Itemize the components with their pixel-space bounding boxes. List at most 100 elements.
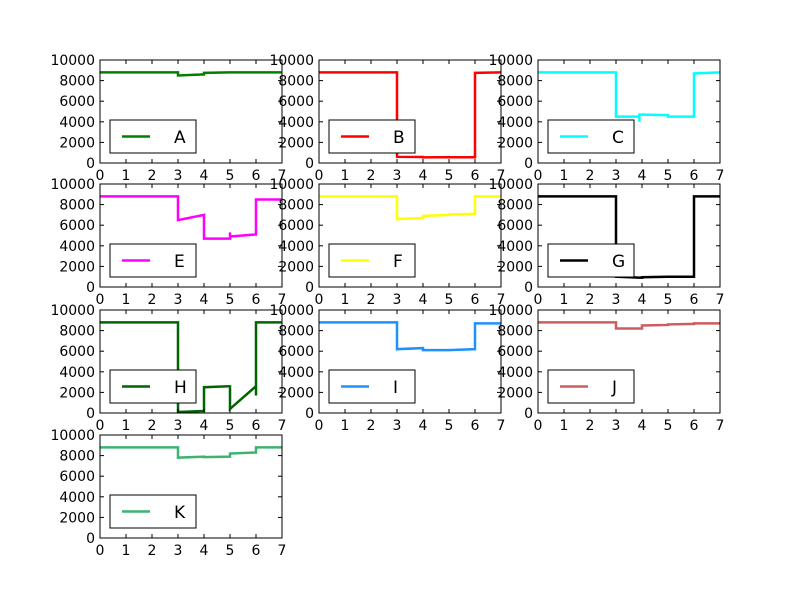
y-tick-label: 8000 xyxy=(278,74,314,90)
y-tick-label: 10000 xyxy=(50,177,95,193)
series-line-a xyxy=(100,71,282,77)
axes-frame xyxy=(537,59,721,164)
x-tick-label: 4 xyxy=(638,168,647,184)
x-tick-label: 2 xyxy=(586,292,595,308)
axes-frame xyxy=(318,59,502,164)
x-tick-label: 0 xyxy=(96,418,105,434)
y-tick-label: 0 xyxy=(524,280,533,296)
x-tick-label: 5 xyxy=(226,292,235,308)
y-tick-label: 8000 xyxy=(59,74,95,90)
y-tick-label: 8000 xyxy=(497,74,533,90)
x-tick-label: 6 xyxy=(690,292,699,308)
legend-h: H xyxy=(109,369,197,404)
y-tick-label: 6000 xyxy=(278,94,314,110)
y-tick-label: 2000 xyxy=(278,259,314,275)
x-tick-label: 1 xyxy=(341,292,350,308)
y-tick-label: 0 xyxy=(86,406,95,422)
x-tick-label: 0 xyxy=(96,168,105,184)
legend-label: H xyxy=(174,378,187,398)
legend-c: C xyxy=(547,119,635,154)
y-tick-label: 2000 xyxy=(497,135,533,151)
y-tick-label: 2000 xyxy=(278,135,314,151)
subplot-b: 0 1 2 3 4 5 6 7 0 2000 4000 6000 8000 10000 B xyxy=(269,53,505,184)
legend-label: K xyxy=(174,503,186,523)
x-tick-label: 2 xyxy=(148,418,157,434)
y-tick-label: 8000 xyxy=(59,324,95,340)
y-tick-label: 6000 xyxy=(59,469,95,485)
y-tick-label: 0 xyxy=(305,156,314,172)
legend-label: A xyxy=(174,128,186,148)
axes-frame xyxy=(537,309,721,414)
series-line-e xyxy=(100,195,282,240)
x-tick-label: 4 xyxy=(200,543,209,559)
x-tick-label: 7 xyxy=(716,418,725,434)
y-tick-label: 0 xyxy=(305,280,314,296)
x-tick-label: 6 xyxy=(690,168,699,184)
legend-label: C xyxy=(612,128,624,148)
axes-frame xyxy=(537,183,721,288)
series-line-k xyxy=(100,446,282,459)
y-tick-label: 2000 xyxy=(59,385,95,401)
y-tick-label: 0 xyxy=(524,156,533,172)
y-tick-label: 6000 xyxy=(497,344,533,360)
x-tick-label: 0 xyxy=(315,168,324,184)
x-tick-label: 6 xyxy=(252,543,261,559)
x-tick-label: 3 xyxy=(612,418,621,434)
x-tick-label: 3 xyxy=(393,418,402,434)
x-tick-label: 4 xyxy=(419,418,428,434)
series-line-j xyxy=(538,321,720,330)
x-tick-label: 7 xyxy=(278,292,287,308)
x-tick-label: 1 xyxy=(341,168,350,184)
x-tick-label: 6 xyxy=(252,292,261,308)
x-tick-label: 2 xyxy=(148,543,157,559)
x-tick-label: 0 xyxy=(96,543,105,559)
series-line-f xyxy=(319,195,501,221)
y-tick-label: 4000 xyxy=(278,365,314,381)
axes-frame xyxy=(318,183,502,288)
y-tick-label: 2000 xyxy=(497,385,533,401)
x-tick-label: 2 xyxy=(586,168,595,184)
series-line-c xyxy=(538,71,720,122)
y-tick-label: 4000 xyxy=(278,239,314,255)
x-tick-label: 5 xyxy=(226,418,235,434)
y-tick-label: 8000 xyxy=(497,198,533,214)
y-tick-label: 10000 xyxy=(50,303,95,319)
y-tick-label: 6000 xyxy=(59,94,95,110)
x-tick-label: 1 xyxy=(560,168,569,184)
y-tick-label: 4000 xyxy=(59,115,95,131)
y-tick-label: 10000 xyxy=(50,428,95,444)
x-tick-label: 3 xyxy=(174,292,183,308)
x-tick-label: 3 xyxy=(174,168,183,184)
x-tick-label: 5 xyxy=(664,292,673,308)
y-tick-label: 6000 xyxy=(59,344,95,360)
x-tick-label: 6 xyxy=(471,292,480,308)
x-tick-label: 5 xyxy=(226,543,235,559)
x-tick-label: 7 xyxy=(497,168,506,184)
x-tick-label: 0 xyxy=(315,292,324,308)
x-tick-label: 5 xyxy=(445,168,454,184)
y-tick-label: 4000 xyxy=(59,490,95,506)
x-tick-label: 2 xyxy=(148,292,157,308)
y-tick-label: 8000 xyxy=(59,449,95,465)
legend-b: B xyxy=(328,119,416,154)
x-tick-label: 5 xyxy=(664,418,673,434)
subplot-f: 0 1 2 3 4 5 6 7 0 2000 4000 6000 8000 10000 F xyxy=(269,177,505,308)
y-tick-label: 0 xyxy=(305,406,314,422)
x-tick-label: 3 xyxy=(612,292,621,308)
subplot-j: 0 1 2 3 4 5 6 7 0 2000 4000 6000 8000 10000 J xyxy=(488,303,724,434)
x-tick-label: 4 xyxy=(638,292,647,308)
x-tick-label: 4 xyxy=(419,292,428,308)
x-tick-label: 4 xyxy=(200,168,209,184)
x-tick-label: 5 xyxy=(445,418,454,434)
x-tick-label: 5 xyxy=(226,168,235,184)
x-tick-label: 6 xyxy=(252,168,261,184)
x-tick-label: 6 xyxy=(690,418,699,434)
x-tick-label: 3 xyxy=(393,168,402,184)
series-line-i xyxy=(319,321,501,352)
x-tick-label: 2 xyxy=(367,168,376,184)
y-tick-label: 2000 xyxy=(497,259,533,275)
subplot-a: 0 1 2 3 4 5 6 7 0 2000 4000 6000 8000 10000 A xyxy=(50,53,286,184)
x-tick-label: 0 xyxy=(534,292,543,308)
x-tick-label: 0 xyxy=(96,292,105,308)
legend-label: I xyxy=(393,378,398,398)
